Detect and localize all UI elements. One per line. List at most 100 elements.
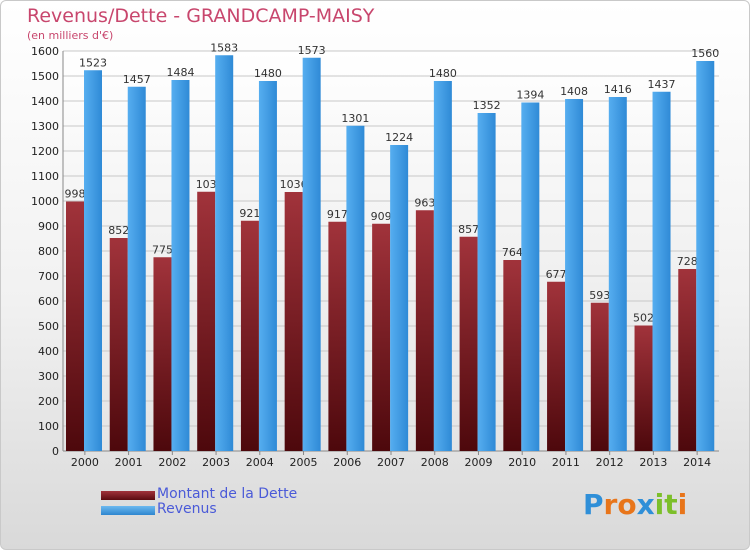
x-tick-label: 2002	[158, 456, 186, 469]
y-tick-label: 700	[38, 270, 59, 283]
x-tick-label: 2011	[552, 456, 580, 469]
data-label-revenus: 1523	[79, 56, 107, 69]
y-tick-label: 1400	[31, 95, 59, 108]
data-label-revenus: 1480	[429, 67, 457, 80]
y-tick-label: 1000	[31, 195, 59, 208]
x-tick-label: 2014	[683, 456, 711, 469]
bar-revenus	[477, 113, 496, 451]
logo-letter: o	[617, 488, 637, 521]
bar-dette	[590, 302, 609, 451]
data-label-dette: 593	[589, 289, 610, 302]
x-tick-label: 2008	[421, 456, 449, 469]
data-label-revenus: 1352	[473, 99, 501, 112]
y-tick-label: 300	[38, 370, 59, 383]
bar-dette	[109, 238, 128, 451]
bar-revenus	[433, 81, 452, 451]
y-tick-label: 1500	[31, 70, 59, 83]
y-tick-label: 800	[38, 245, 59, 258]
bar-dette	[153, 257, 172, 451]
data-label-dette: 857	[458, 223, 479, 236]
bar-revenus	[215, 55, 234, 451]
data-label-dette: 852	[108, 224, 129, 237]
bar-revenus	[652, 91, 671, 451]
y-tick-label: 100	[38, 420, 59, 433]
legend-swatch-revenus	[101, 506, 155, 515]
bar-dette	[328, 221, 347, 451]
y-tick-label: 200	[38, 395, 59, 408]
data-label-revenus: 1394	[516, 89, 544, 102]
bar-revenus	[127, 86, 146, 451]
bar-revenus	[608, 97, 627, 451]
y-tick-label: 1200	[31, 145, 59, 158]
x-tick-label: 2007	[377, 456, 405, 469]
proxiti-logo: Proxiti	[583, 488, 687, 521]
legend-label-dette: Montant de la Dette	[157, 486, 298, 502]
logo-letter: P	[583, 488, 604, 521]
data-label-dette: 909	[371, 210, 392, 223]
bar-dette	[284, 192, 303, 451]
x-tick-label: 2003	[202, 456, 230, 469]
x-tick-label: 2012	[596, 456, 624, 469]
y-tick-label: 500	[38, 320, 59, 333]
data-label-revenus: 1437	[648, 78, 676, 91]
logo-letter: r	[603, 488, 618, 521]
logo-letter: i	[677, 488, 688, 521]
data-label-revenus: 1583	[210, 41, 238, 54]
data-label-revenus: 1224	[385, 131, 413, 144]
bar-dette	[678, 269, 697, 451]
y-tick-label: 600	[38, 295, 59, 308]
data-label-dette: 775	[152, 243, 173, 256]
data-label-revenus: 1408	[560, 85, 588, 98]
x-tick-label: 2004	[246, 456, 274, 469]
data-label-dette: 502	[633, 312, 654, 325]
y-tick-label: 900	[38, 220, 59, 233]
data-label-dette: 1036	[280, 178, 308, 191]
data-label-dette: 728	[677, 255, 698, 268]
x-tick-label: 2010	[508, 456, 536, 469]
logo-letter: t	[664, 488, 678, 521]
y-tick-label: 0	[52, 445, 59, 458]
chart-subtitle: (en milliers d'€)	[27, 29, 114, 42]
bar-revenus	[696, 61, 715, 451]
x-tick-label: 2006	[333, 456, 361, 469]
bar-dette	[240, 220, 259, 451]
legend-swatch-dette	[101, 491, 155, 500]
data-label-revenus: 1560	[691, 47, 719, 60]
data-label-dette: 917	[327, 208, 348, 221]
data-label-revenus: 1416	[604, 83, 632, 96]
bar-dette	[634, 325, 653, 451]
legend-label-revenus: Revenus	[157, 501, 217, 517]
y-tick-label: 1100	[31, 170, 59, 183]
bar-dette	[547, 281, 566, 451]
data-label-revenus: 1573	[298, 44, 326, 57]
data-label-dette: 921	[239, 207, 260, 220]
data-label-dette: 963	[414, 196, 435, 209]
bar-dette	[415, 210, 434, 451]
bar-revenus	[390, 145, 409, 451]
bar-dette	[459, 236, 478, 451]
bar-revenus	[84, 70, 102, 451]
x-tick-label: 2000	[71, 456, 99, 469]
bar-revenus	[565, 99, 584, 451]
data-label-dette: 677	[546, 268, 567, 281]
y-tick-label: 1300	[31, 120, 59, 133]
data-label-dette: 998	[65, 188, 86, 201]
y-tick-label: 400	[38, 345, 59, 358]
bar-revenus	[171, 80, 190, 451]
bar-revenus	[521, 102, 540, 451]
bar-dette	[66, 201, 84, 451]
bar-revenus	[346, 125, 365, 451]
y-tick-label: 1600	[31, 45, 59, 58]
data-label-revenus: 1484	[166, 66, 194, 79]
data-label-dette: 103	[196, 178, 217, 191]
data-label-revenus: 1301	[341, 112, 369, 125]
x-tick-label: 2009	[464, 456, 492, 469]
bar-dette	[372, 223, 391, 451]
logo-letter: i	[654, 488, 665, 521]
bar-revenus	[302, 57, 321, 451]
data-label-dette: 764	[502, 246, 523, 259]
x-tick-label: 2001	[115, 456, 143, 469]
x-tick-label: 2013	[639, 456, 667, 469]
